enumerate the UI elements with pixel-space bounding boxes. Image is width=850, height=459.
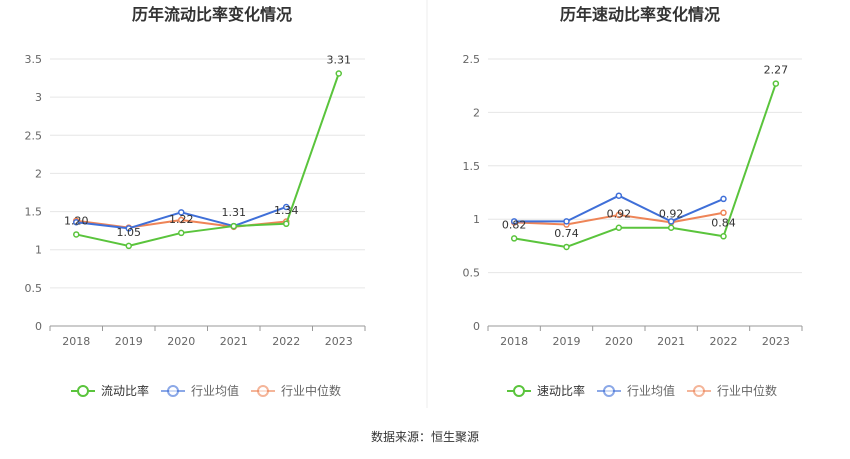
data-point <box>720 233 727 240</box>
legend-marker <box>77 385 89 397</box>
legend-item-1: 速动比率 <box>507 383 585 398</box>
x-tick-label: 2021 <box>657 335 685 348</box>
data-label: 1.05 <box>117 226 142 239</box>
data-point <box>283 203 290 211</box>
data-label: 1.34 <box>274 204 299 217</box>
legend-item-2: 行业均值 <box>597 383 675 398</box>
legend-label: 速动比率 <box>537 383 585 398</box>
x-tick-label: 2019 <box>115 335 143 348</box>
legend-marker <box>167 385 179 397</box>
data-point <box>510 218 518 225</box>
data-point <box>667 218 675 225</box>
chart-panel-1: 历年流动比率变化情况 0 0.5 1 1.5 2 2.5 3 3.5 2018 2019 2020 20… <box>25 5 366 398</box>
x-tick-label: 2022 <box>272 335 300 348</box>
data-point <box>720 195 727 203</box>
data-point <box>73 231 80 238</box>
x-tick-label: 2019 <box>553 335 581 348</box>
data-point <box>178 209 185 216</box>
legend-label: 行业中位数 <box>281 383 341 398</box>
x-tick-label: 2020 <box>167 335 195 348</box>
data-label: 3.31 <box>327 53 352 66</box>
legend-label: 行业中位数 <box>717 383 777 398</box>
data-point <box>563 243 570 251</box>
data-point <box>615 224 623 231</box>
source-footer: 数据来源：恒生聚源 <box>370 430 479 444</box>
data-label: 2.27 <box>764 64 789 77</box>
legend-label: 行业均值 <box>627 383 675 398</box>
data-point <box>125 242 132 250</box>
x-tick-label: 2023 <box>325 335 353 348</box>
legend-marker <box>603 385 615 397</box>
data-point <box>335 70 342 77</box>
data-label: 1.20 <box>64 214 89 227</box>
legend-item-3: 行业中位数 <box>687 383 777 398</box>
data-label: 1.22 <box>169 213 194 226</box>
legend-item-2: 行业均值 <box>161 383 239 398</box>
data-label: 1.31 <box>222 206 247 219</box>
x-tick-label: 2018 <box>62 335 90 348</box>
y-tick-label: 3 <box>35 91 42 104</box>
x-tick-label: 2021 <box>220 335 248 348</box>
legend-item-3: 行业中位数 <box>251 383 341 398</box>
data-point <box>178 216 185 224</box>
x-tick-label: 2023 <box>762 335 790 348</box>
legend-label: 流动比率 <box>101 383 149 398</box>
legend-marker <box>513 385 525 397</box>
data-point <box>283 220 290 228</box>
data-point <box>615 192 623 199</box>
y-tick-label: 1.5 <box>463 160 481 173</box>
chart-title: 历年流动比率变化情况 <box>132 5 292 24</box>
y-tick-label: 0.5 <box>463 267 481 280</box>
data-point <box>667 224 675 231</box>
y-tick-label: 0.5 <box>25 282 43 295</box>
data-label: 0.92 <box>659 208 684 221</box>
data-point <box>178 229 185 237</box>
data-label: 0.74 <box>554 227 579 240</box>
legend-marker <box>257 385 269 397</box>
y-tick-label: 2.5 <box>463 53 481 66</box>
y-tick-label: 2.5 <box>25 129 43 142</box>
data-point <box>563 218 570 225</box>
data-point <box>615 211 623 219</box>
data-point <box>510 235 518 242</box>
series-line-1 <box>514 83 777 248</box>
y-tick-label: 2 <box>473 106 480 119</box>
legend-item-1: 流动比率 <box>71 383 149 398</box>
y-tick-label: 0 <box>35 320 42 333</box>
legend-label: 行业均值 <box>191 383 239 398</box>
y-tick-label: 2 <box>35 167 42 180</box>
data-label: 0.84 <box>711 216 736 229</box>
data-point <box>73 219 80 226</box>
x-tick-label: 2022 <box>710 335 738 348</box>
data-point <box>772 80 780 87</box>
series-line-1 <box>76 73 340 247</box>
chart-panel-2: 历年速动比率变化情况 0 0.5 1 1.5 2 2.5 2018 2019 2020 2021 20… <box>463 5 803 398</box>
data-point <box>720 209 727 217</box>
x-tick-label: 2018 <box>500 335 528 348</box>
y-tick-label: 1.5 <box>25 206 43 219</box>
y-tick-label: 0 <box>473 320 480 333</box>
y-tick-label: 3.5 <box>25 53 43 66</box>
data-label: 0.82 <box>502 218 527 231</box>
legend-marker <box>693 385 705 397</box>
y-tick-label: 1 <box>473 213 480 226</box>
y-tick-label: 1 <box>35 244 42 257</box>
chart-title: 历年速动比率变化情况 <box>560 5 720 24</box>
data-label: 0.92 <box>607 208 632 221</box>
data-point <box>125 225 132 232</box>
x-tick-label: 2020 <box>605 335 633 348</box>
data-point <box>230 222 237 230</box>
